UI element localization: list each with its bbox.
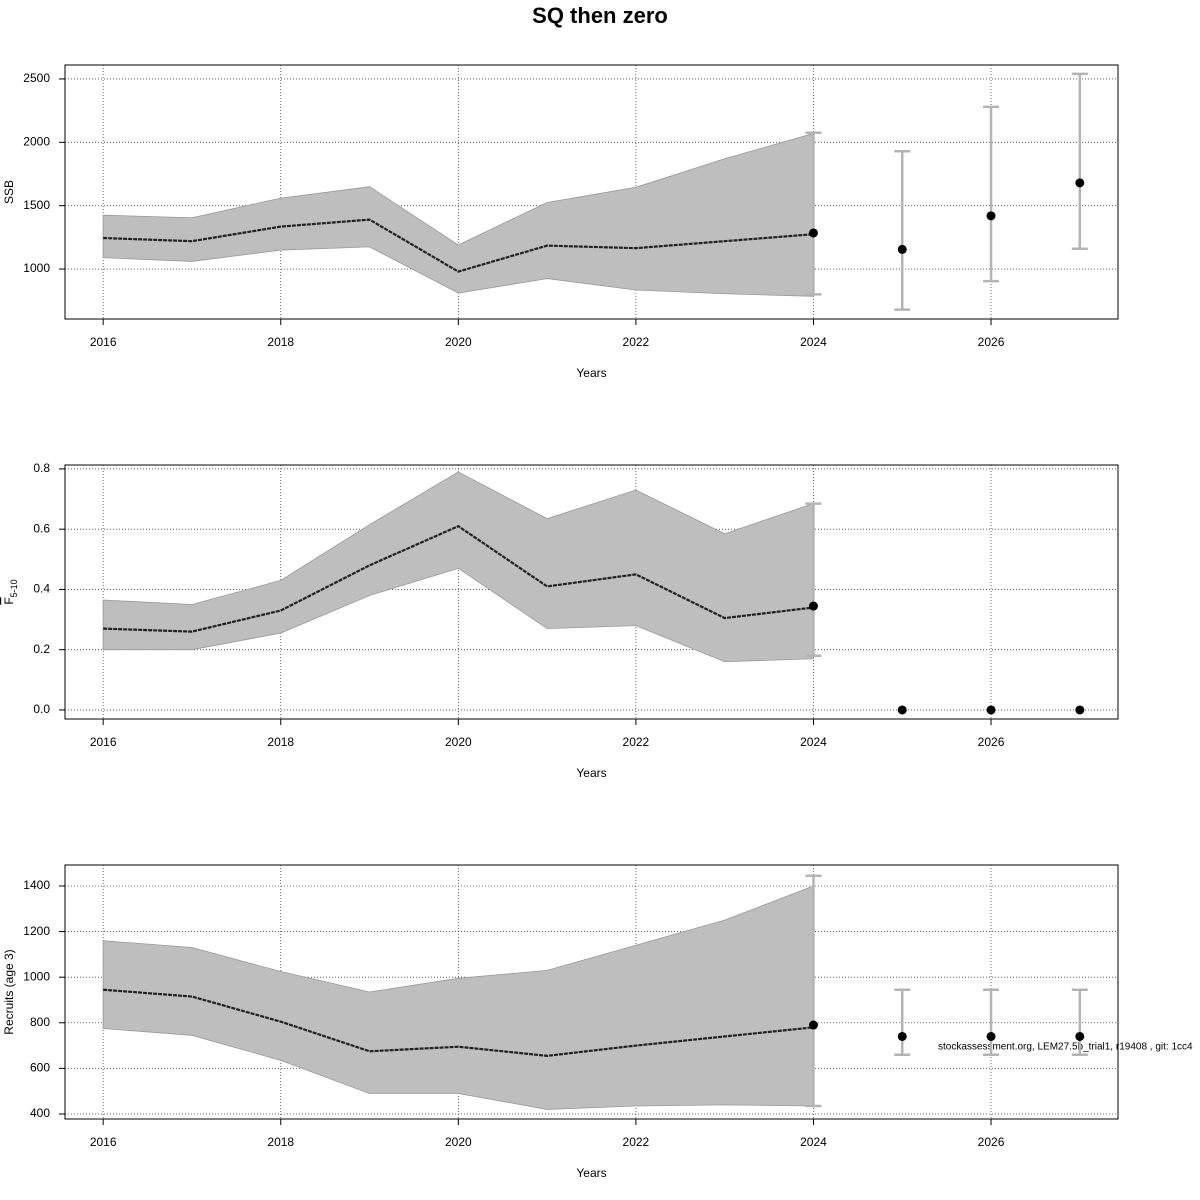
forecast-point [808,1020,818,1030]
error-bar [1071,72,1088,251]
x-tick-label: 2024 [800,735,827,749]
forecast-point [986,705,996,715]
plot-frame [64,64,1119,320]
x-tick-label: 2026 [978,335,1005,349]
error-bar [1071,988,1088,1056]
y-axis-label: Recruits (age 3) [2,949,16,1034]
error-bar [805,874,822,1108]
y-tick-label: 0.0 [33,702,50,716]
forecast-point [986,211,996,221]
x-tick-label: 2026 [978,1135,1005,1149]
y-tick-label: 0.6 [33,521,50,535]
error-bar [894,149,911,311]
y-tick-label: 1200 [23,924,50,938]
forecast-point [986,1031,996,1041]
y-tick-label: 0.2 [33,642,50,656]
x-tick-label: 2020 [445,335,472,349]
y-axis-label-main: SSB [2,180,16,204]
forecast-point [1075,178,1085,188]
forecast-point [897,244,907,254]
x-axis-label: Years [576,766,606,780]
estimate-line [103,218,814,273]
estimate-line [103,988,814,1057]
chart-title: SQ then zero [532,3,668,28]
y-axis-label: F5-10 [2,579,19,604]
y-axis-label-main: Recruits (age 3) [2,949,16,1034]
estimate-line [103,524,814,633]
x-tick-label: 2020 [445,735,472,749]
forecast-point [1075,705,1085,715]
y-axis-label-sub: 5-10 [9,579,19,597]
plot-frame [64,864,1119,1120]
plot-frame [64,464,1119,720]
error-bar [805,131,822,296]
annotation: stockassessment.org, LEM27.5b_trial1, r1… [938,1042,1193,1053]
forecast-point [1075,1031,1085,1041]
x-axis-label: Years [576,366,606,380]
y-tick-label: 0.8 [33,461,50,475]
y-tick-label: 1000 [23,261,50,275]
confidence-band [102,471,814,663]
x-axis-label: Years [576,1166,606,1180]
x-tick-label: 2022 [623,1135,650,1149]
y-tick-label: 2000 [23,134,50,148]
y-tick-label: 0.4 [33,582,50,596]
x-tick-label: 2018 [267,735,294,749]
x-tick-label: 2022 [623,735,650,749]
error-bar [805,502,822,657]
forecast-point [897,1031,907,1041]
x-tick-label: 2020 [445,1135,472,1149]
y-tick-label: 1000 [23,969,50,983]
error-bar [894,988,911,1056]
y-axis-label: SSB [2,180,16,204]
error-bar [983,988,1000,1056]
x-tick-label: 2024 [800,335,827,349]
y-tick-label: 2500 [23,71,50,85]
y-tick-label: 1500 [23,198,50,212]
x-tick-label: 2022 [623,335,650,349]
x-tick-label: 2024 [800,1135,827,1149]
confidence-band [102,132,814,297]
x-tick-label: 2026 [978,735,1005,749]
y-tick-label: 1400 [23,878,50,892]
x-tick-label: 2016 [90,1135,117,1149]
x-tick-label: 2016 [90,735,117,749]
x-tick-label: 2018 [267,335,294,349]
y-axis-label-main: F [2,597,16,604]
x-tick-label: 2018 [267,1135,294,1149]
forecast-point [808,601,818,611]
forecast-point [808,228,818,238]
y-tick-label: 800 [30,1015,50,1029]
y-tick-label: 400 [30,1106,50,1120]
error-bar [983,105,1000,283]
y-tick-label: 600 [30,1061,50,1075]
x-tick-label: 2016 [90,335,117,349]
forecast-point [897,705,907,715]
